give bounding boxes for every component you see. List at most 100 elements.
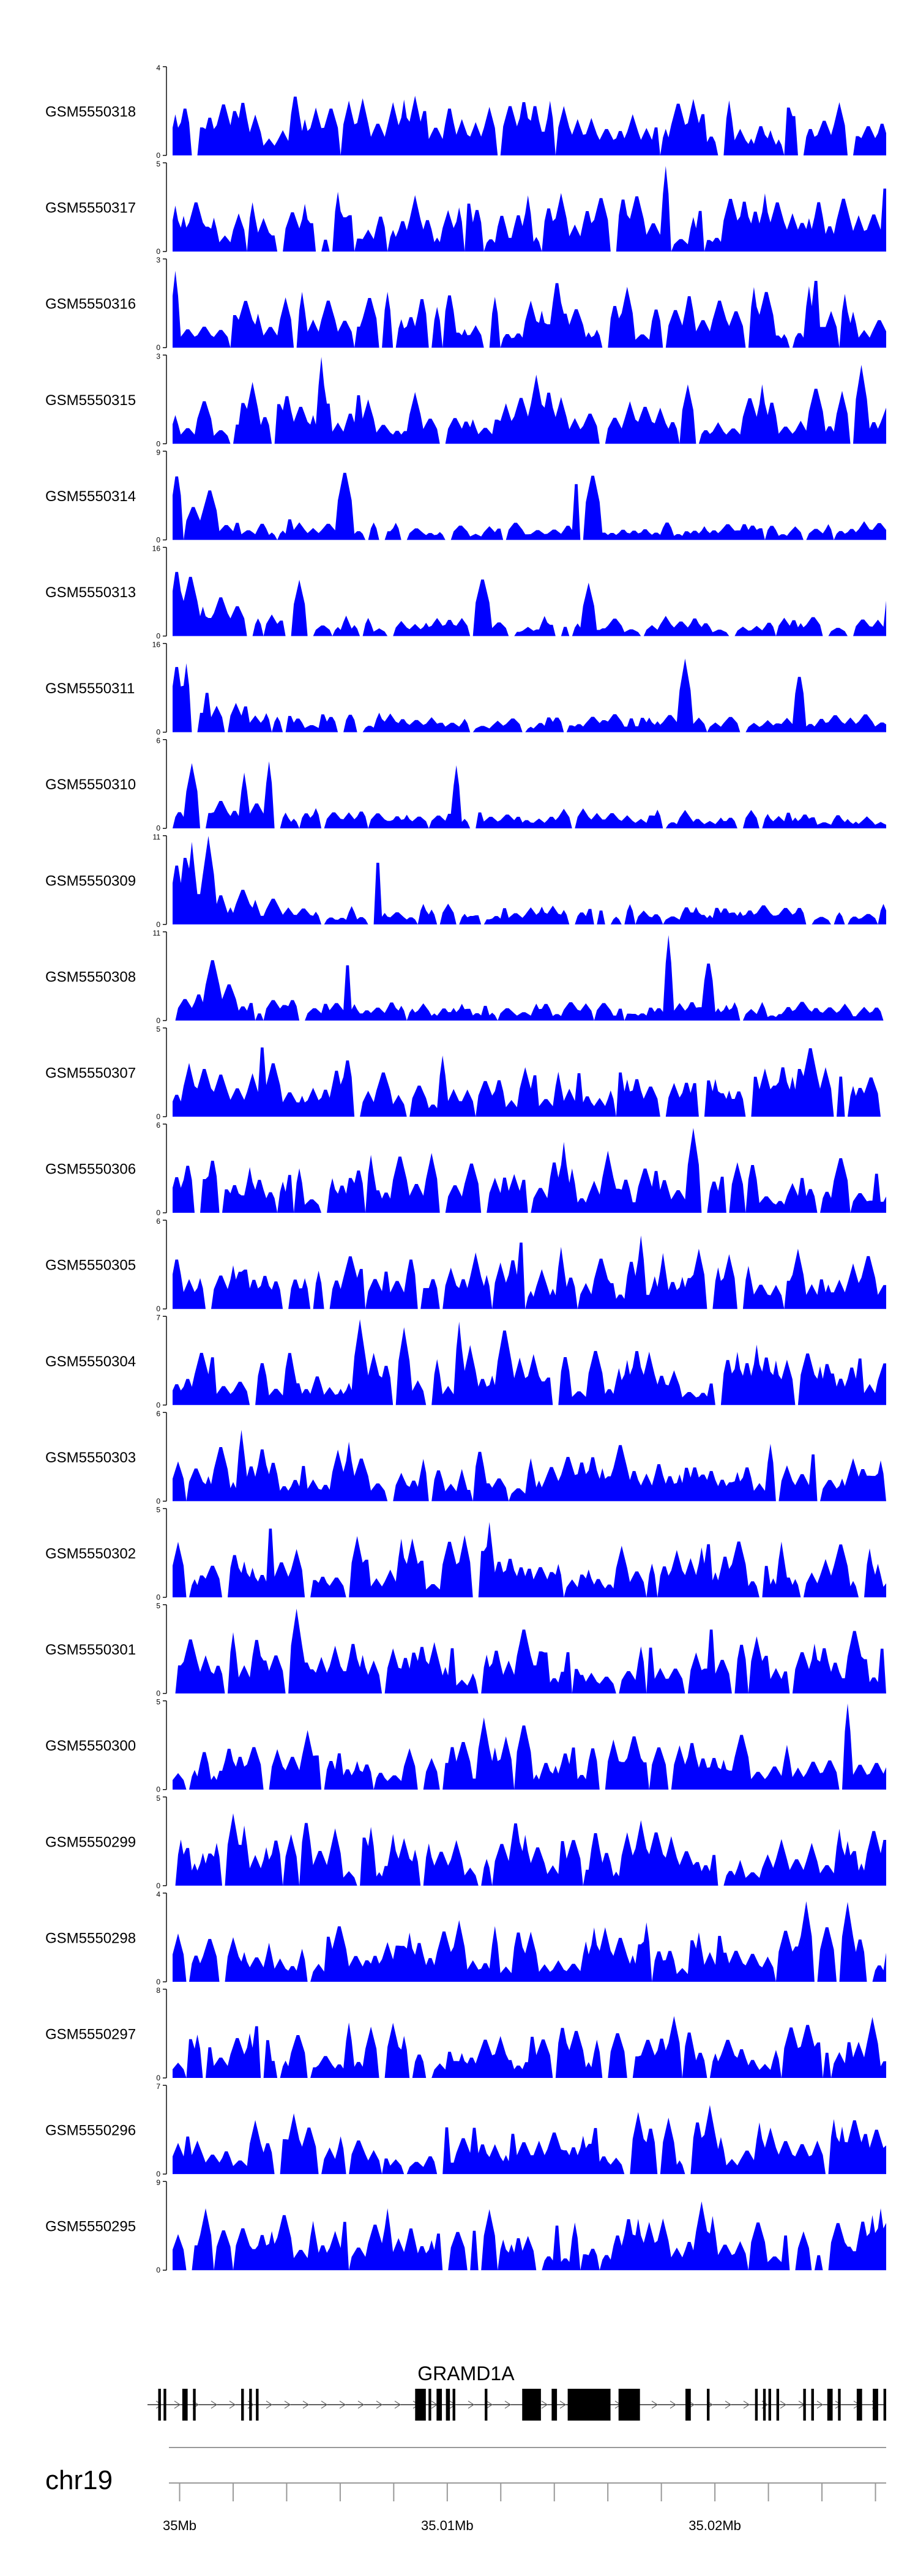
gene-exon — [856, 2389, 862, 2421]
track-label: GSM5550308 — [45, 969, 136, 985]
strand-arrow — [504, 2400, 512, 2409]
coverage-area — [173, 1128, 886, 1213]
y-tick-label-max: 11 — [153, 833, 161, 841]
y-tick-label-max: 5 — [156, 1602, 160, 1610]
gene-exon — [158, 2389, 161, 2421]
gene-exon — [249, 2389, 252, 2421]
coverage-area — [173, 1047, 886, 1117]
gene-track: GRAMD1A — [147, 2362, 886, 2421]
strand-arrow — [449, 2400, 457, 2409]
strand-arrow — [211, 2400, 218, 2409]
coverage-track: GSM5550309 11 0 — [45, 833, 886, 929]
gene-exon — [803, 2389, 806, 2421]
strand-arrow — [780, 2400, 787, 2409]
coverage-track: GSM5550298 4 0 — [45, 1890, 886, 1986]
coverage-track: GSM5550316 3 0 — [45, 256, 886, 352]
y-tick-label-max: 4 — [156, 1890, 160, 1899]
coverage-area — [173, 166, 886, 252]
coverage-track: GSM5550297 8 0 — [45, 1986, 886, 2082]
coverage-area — [173, 1235, 886, 1309]
coverage-track: GSM5550314 9 0 — [45, 448, 886, 544]
y-tick-label-max: 6 — [156, 1217, 160, 1226]
track-label: GSM5550315 — [45, 392, 136, 409]
coverage-area — [173, 95, 886, 155]
coverage-track: GSM5550318 4 0 — [45, 64, 886, 160]
gene-exon — [428, 2389, 431, 2421]
track-label: GSM5550305 — [45, 1257, 136, 1274]
gene-exon — [618, 2389, 640, 2421]
coverage-track: GSM5550315 3 0 — [45, 352, 886, 448]
gene-exon — [485, 2389, 488, 2421]
gene-exon — [763, 2389, 766, 2421]
gene-exon — [182, 2389, 188, 2421]
gene-exon — [883, 2389, 886, 2421]
coverage-area — [173, 935, 886, 1021]
y-tick-label-max: 8 — [156, 1986, 160, 1995]
gene-exon — [707, 2389, 710, 2421]
coverage-area — [173, 2201, 886, 2271]
y-tick-label-min: 0 — [156, 1305, 160, 1313]
coverage-area — [173, 2016, 886, 2078]
track-label: GSM5550318 — [45, 104, 136, 121]
y-tick-label-max: 16 — [152, 641, 161, 649]
y-tick-label-min: 0 — [156, 439, 160, 448]
strand-arrow — [541, 2400, 548, 2409]
gene-name-label: GRAMD1A — [417, 2362, 515, 2384]
gene-exon — [193, 2389, 196, 2421]
coverage-track: GSM5550302 5 0 — [45, 1506, 886, 1602]
y-tick-label-min: 0 — [156, 1593, 160, 1602]
coverage-track: GSM5550299 5 0 — [45, 1794, 886, 1890]
track-label: GSM5550317 — [45, 200, 136, 217]
strand-arrow — [468, 2400, 475, 2409]
gene-exon — [522, 2389, 541, 2421]
y-tick-label-min: 0 — [156, 1112, 160, 1121]
chromosome-label: chr19 — [45, 2465, 113, 2495]
genome-axis: chr19 35Mb 35.01Mb 35.02Mb — [45, 2447, 886, 2533]
y-tick-label-max: 9 — [156, 2178, 160, 2187]
coverage-area — [173, 836, 886, 925]
y-tick-label-min: 0 — [156, 1208, 160, 1217]
coverage-track: GSM5550295 9 0 — [45, 2178, 886, 2274]
strand-arrow — [394, 2400, 401, 2409]
coverage-track: GSM5550311 16 0 — [45, 641, 886, 737]
gene-exon — [873, 2389, 878, 2421]
coverage-track: GSM5550307 5 0 — [45, 1025, 886, 1121]
y-tick-label-max: 5 — [156, 1698, 160, 1707]
y-tick-label-min: 0 — [156, 2074, 160, 2082]
axis-tick-label: 35.02Mb — [688, 2518, 741, 2533]
y-tick-label-min: 0 — [156, 920, 160, 929]
gene-exon — [811, 2389, 814, 2421]
coverage-track: GSM5550296 7 0 — [45, 2082, 886, 2178]
y-tick-label-min: 0 — [156, 535, 160, 544]
y-tick-label-max: 16 — [152, 545, 161, 553]
y-tick-label-max: 6 — [156, 737, 160, 745]
y-tick-label-min: 0 — [156, 1016, 160, 1025]
coverage-track: GSM5550301 5 0 — [45, 1602, 886, 1698]
y-tick-label-min: 0 — [156, 343, 160, 352]
y-tick-label-max: 7 — [156, 2082, 160, 2091]
y-tick-label-min: 0 — [156, 1689, 160, 1698]
track-label: GSM5550301 — [45, 1642, 136, 1658]
coverage-area — [173, 1901, 886, 1982]
y-tick-label-max: 3 — [156, 256, 160, 264]
gene-exon — [415, 2389, 426, 2421]
track-label: GSM5550310 — [45, 776, 136, 793]
strand-arrow — [559, 2400, 567, 2409]
coverage-area — [173, 658, 886, 732]
track-label: GSM5550316 — [45, 296, 136, 313]
y-tick-label-min: 0 — [156, 2170, 160, 2178]
coverage-tracks: GSM555031840GSM555031750GSM555031630GSM5… — [45, 64, 886, 2274]
gene-exon — [256, 2389, 259, 2421]
y-tick-label-min: 0 — [156, 824, 160, 833]
track-label: GSM5550303 — [45, 1450, 136, 1466]
strand-arrow — [339, 2400, 346, 2409]
coverage-track: GSM5550310 6 0 — [45, 737, 886, 833]
strand-arrow — [284, 2400, 291, 2409]
strand-arrow — [321, 2400, 328, 2409]
strand-arrow — [174, 2400, 181, 2409]
coverage-area — [173, 1703, 886, 1790]
gene-exon — [776, 2389, 780, 2421]
gene-exon — [436, 2389, 442, 2421]
y-tick-label-min: 0 — [156, 1497, 160, 1505]
